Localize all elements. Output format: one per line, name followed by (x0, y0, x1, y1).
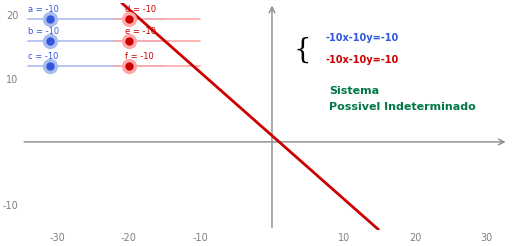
Text: -10x-10y=-10: -10x-10y=-10 (326, 55, 399, 65)
Text: d = -10: d = -10 (125, 5, 156, 14)
Text: Possivel Indeterminado: Possivel Indeterminado (329, 102, 476, 112)
Text: a = -10: a = -10 (29, 5, 59, 14)
Text: e = -10: e = -10 (125, 27, 156, 36)
Text: -10x-10y=-10: -10x-10y=-10 (326, 33, 399, 43)
Text: b = -10: b = -10 (29, 27, 59, 36)
Text: f = -10: f = -10 (125, 52, 154, 61)
Text: {: { (294, 37, 311, 64)
Text: Sistema: Sistema (329, 86, 379, 96)
Text: c = -10: c = -10 (29, 52, 59, 61)
